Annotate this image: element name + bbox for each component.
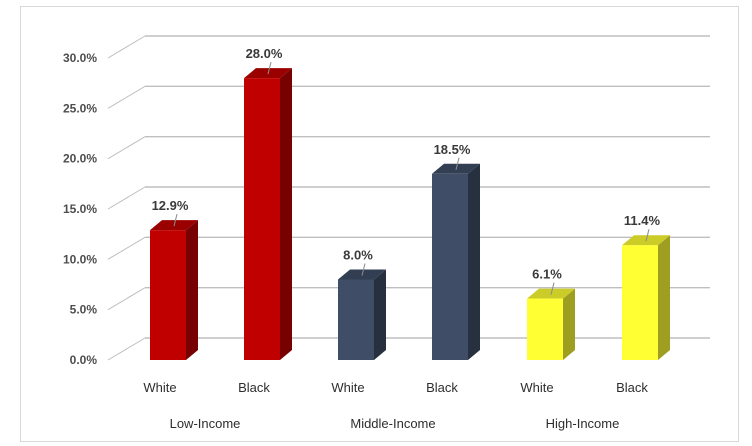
bar bbox=[622, 235, 670, 360]
category-label: White bbox=[520, 380, 553, 395]
gridline-depth bbox=[107, 287, 146, 311]
x-axis-groups: Low-Income Middle-Income High-Income bbox=[170, 416, 620, 431]
data-labels: 12.9% 28.0% 8.0% 18.5% 6.1% 11.4% bbox=[152, 46, 661, 295]
data-label: 12.9% bbox=[152, 198, 189, 213]
label-leader bbox=[361, 263, 366, 276]
gridline-depth bbox=[107, 85, 146, 109]
bar-front bbox=[150, 230, 186, 360]
gridline-depth bbox=[107, 136, 146, 160]
bar-side bbox=[468, 163, 480, 360]
data-label: 8.0% bbox=[343, 247, 373, 262]
label-leader bbox=[550, 282, 555, 295]
category-label: White bbox=[143, 380, 176, 395]
y-tick-label: 5.0% bbox=[70, 303, 98, 317]
label-leader bbox=[173, 214, 178, 227]
bar-front bbox=[432, 173, 468, 360]
gridline-depth bbox=[107, 337, 146, 361]
y-tick-label: 30.0% bbox=[63, 51, 97, 65]
data-label: 18.5% bbox=[434, 142, 471, 157]
group-label: Low-Income bbox=[170, 416, 241, 431]
y-tick-label: 15.0% bbox=[63, 202, 97, 216]
category-label: Black bbox=[426, 380, 458, 395]
bar-side bbox=[374, 269, 386, 360]
gridline-depth bbox=[107, 35, 146, 59]
bar bbox=[338, 269, 386, 360]
bar-side bbox=[186, 220, 198, 360]
group-label: High-Income bbox=[546, 416, 620, 431]
gridline-depth bbox=[107, 186, 146, 210]
chart-frame bbox=[20, 6, 739, 442]
label-leader bbox=[267, 62, 272, 75]
bar-front bbox=[527, 298, 563, 360]
label-leader bbox=[455, 157, 460, 170]
bar bbox=[527, 288, 575, 360]
bar-front bbox=[338, 279, 374, 360]
data-label: 11.4% bbox=[624, 213, 661, 228]
data-label: 28.0% bbox=[246, 46, 283, 61]
y-tick-label: 25.0% bbox=[63, 101, 97, 115]
bar bbox=[244, 68, 292, 360]
data-label: 6.1% bbox=[532, 267, 562, 282]
bar-front bbox=[622, 245, 658, 360]
y-tick-label: 10.0% bbox=[63, 252, 97, 266]
gridlines bbox=[107, 35, 710, 361]
bar-side bbox=[658, 235, 670, 360]
bar bbox=[432, 163, 480, 360]
y-tick-label: 20.0% bbox=[63, 152, 97, 166]
label-leader bbox=[645, 229, 650, 242]
y-axis-ticks: 0.0% 5.0% 10.0% 15.0% 20.0% 25.0% 30.0% bbox=[63, 51, 97, 367]
bars bbox=[150, 68, 670, 360]
x-axis-categories: White Black White Black White Black bbox=[143, 380, 648, 395]
category-label: Black bbox=[238, 380, 270, 395]
group-label: Middle-Income bbox=[350, 416, 435, 431]
bar-front bbox=[244, 78, 280, 360]
bar bbox=[150, 220, 198, 360]
bar-side bbox=[563, 288, 575, 360]
category-label: White bbox=[331, 380, 364, 395]
y-tick-label: 0.0% bbox=[70, 353, 98, 367]
category-label: Black bbox=[616, 380, 648, 395]
bar-side bbox=[280, 68, 292, 360]
gridline-depth bbox=[107, 236, 146, 260]
